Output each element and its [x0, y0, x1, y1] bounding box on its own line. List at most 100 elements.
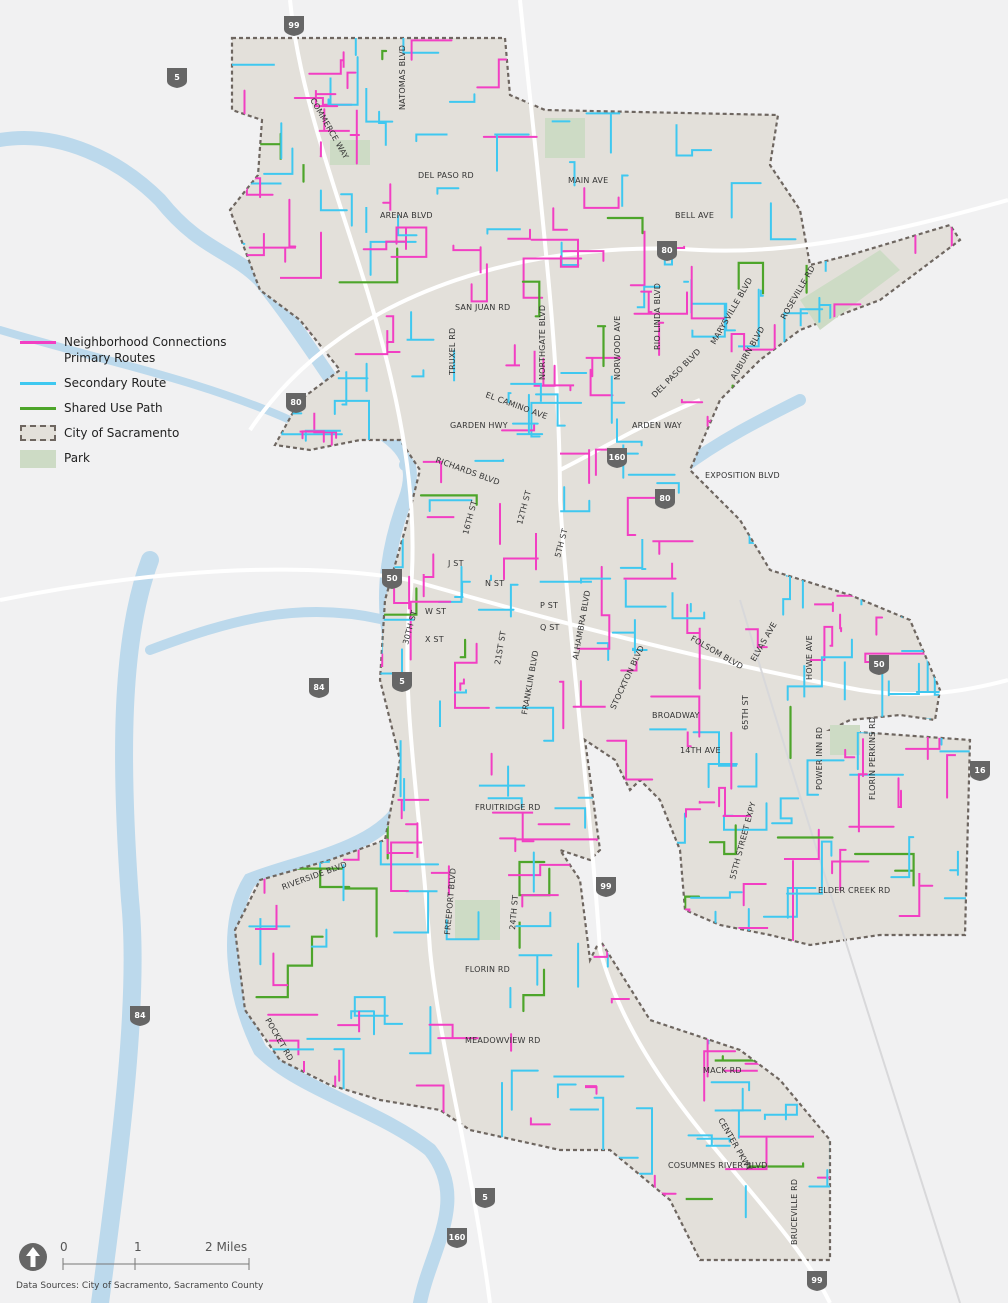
- secondary-route-segment: [510, 382, 542, 402]
- svg-text:99: 99: [288, 21, 300, 30]
- highway-shield-80: 80: [655, 489, 675, 509]
- primary-route-segment: [600, 1196, 647, 1216]
- primary-route-segment: [325, 789, 349, 820]
- shared-use-path-segment: [289, 867, 351, 889]
- secondary-route-segment: [530, 401, 583, 438]
- highway-shield-99: 99: [807, 1271, 827, 1291]
- primary-route-segment: [935, 444, 960, 476]
- primary-route-segment: [643, 877, 667, 895]
- highway-shield-84: 84: [130, 1006, 150, 1026]
- secondary-route-segment: [516, 393, 544, 436]
- railroad: [739, 599, 961, 1303]
- street-label: J ST: [447, 559, 464, 568]
- secondary-route-segment: [748, 513, 787, 544]
- primary-route-segment: [357, 1215, 381, 1260]
- primary-route-segment: [308, 51, 345, 75]
- secondary-route-segment: [611, 619, 636, 654]
- primary-route-segment: [885, 347, 912, 352]
- primary-route-segment: [430, 865, 450, 896]
- secondary-route-segment: [397, 214, 418, 237]
- shared-use-path-segment: [920, 322, 934, 336]
- secondary-route-segment: [352, 1135, 388, 1181]
- shared-use-path-segment: [824, 569, 859, 581]
- park: [545, 118, 585, 158]
- secondary-route-segment: [917, 978, 948, 996]
- secondary-route-segment: [818, 296, 832, 334]
- secondary-route-segment: [651, 56, 662, 78]
- primary-route-segment: [390, 226, 428, 258]
- legend-label: City of Sacramento: [64, 426, 180, 440]
- primary-route-segment: [901, 1009, 905, 1019]
- secondary-route-segment: [310, 928, 328, 948]
- secondary-route-segment: [786, 840, 833, 895]
- secondary-route-segment: [887, 662, 920, 697]
- secondary-route-segment: [636, 285, 661, 309]
- secondary-route-segment: [893, 303, 923, 339]
- secondary-route-segment: [901, 589, 922, 618]
- secondary-route-segment: [535, 393, 566, 427]
- secondary-route-segment: [350, 1010, 375, 1036]
- shared-use-path-segment: [854, 852, 915, 887]
- shared-use-path-segment: [606, 216, 644, 235]
- shared-use-path-segment: [419, 494, 478, 506]
- secondary-route-segment: [730, 182, 762, 219]
- legend-label: Neighborhood Connections: [64, 335, 227, 349]
- primary-route-segment: [912, 336, 950, 359]
- secondary-route-segment: [254, 531, 279, 582]
- shared-use-path-segment: [957, 563, 970, 597]
- primary-route-segment: [766, 60, 775, 90]
- parks: [330, 118, 900, 940]
- highway-shield-5: 5: [392, 672, 412, 692]
- svg-text:99: 99: [600, 882, 612, 891]
- street-label: NORWOOD AVE: [613, 316, 622, 380]
- primary-route-segment: [459, 678, 465, 691]
- shared-use-path-segment: [518, 860, 551, 897]
- primary-route-segment: [405, 822, 419, 858]
- secondary-route-segment: [300, 623, 317, 653]
- secondary-route-segment: [230, 1056, 255, 1108]
- primary-route-segment: [318, 108, 350, 132]
- secondary-route-segment: [714, 1087, 744, 1139]
- shared-use-path-swatch: [20, 407, 56, 410]
- secondary-route-segment: [763, 1103, 798, 1121]
- primary-route-segment: [313, 412, 338, 439]
- secondary-route-segment: [833, 366, 871, 401]
- shared-use-path-segment: [939, 578, 944, 611]
- secondary-route-segment: [690, 891, 743, 899]
- primary-route-segment: [248, 246, 296, 263]
- primary-route-segment: [566, 50, 579, 108]
- primary-route-segment: [394, 1230, 408, 1260]
- secondary-route-segment: [636, 1196, 644, 1209]
- shared-use-path-segment: [852, 1133, 886, 1162]
- secondary-route-segment: [832, 1094, 859, 1114]
- svg-text:50: 50: [386, 574, 398, 583]
- street-label: 14TH AVE: [680, 746, 721, 755]
- secondary-route-segment: [347, 753, 378, 762]
- primary-route-segment: [698, 800, 716, 804]
- secondary-route-segment: [365, 88, 394, 123]
- secondary-route-segment: [489, 574, 492, 581]
- shared-use-path-segment: [799, 1039, 826, 1081]
- secondary-route-segment: [610, 375, 626, 424]
- street-label: NORTHGATE BLVD: [538, 305, 547, 380]
- secondary-route-segment: [759, 289, 764, 297]
- secondary-route-segment: [783, 312, 809, 354]
- secondary-route-segment: [947, 522, 964, 557]
- primary-route-segment: [349, 109, 360, 165]
- secondary-route-segment: [487, 797, 523, 809]
- secondary-route-segment: [253, 634, 311, 638]
- primary-route-segment: [894, 1248, 930, 1259]
- secondary-route-segment: [333, 399, 370, 444]
- svg-text:84: 84: [313, 683, 325, 692]
- secondary-route-segment: [880, 531, 883, 546]
- secondary-route-segment: [662, 921, 701, 942]
- shared-use-path-segment: [677, 944, 750, 959]
- secondary-route-segment: [317, 537, 353, 564]
- primary-route-segment: [501, 424, 536, 432]
- street-label: BROADWAY: [652, 711, 700, 720]
- primary-route-segment: [703, 1050, 737, 1102]
- secondary-route-segment: [868, 489, 906, 531]
- svg-text:80: 80: [661, 246, 673, 255]
- street-label: FLORIN RD: [465, 965, 510, 974]
